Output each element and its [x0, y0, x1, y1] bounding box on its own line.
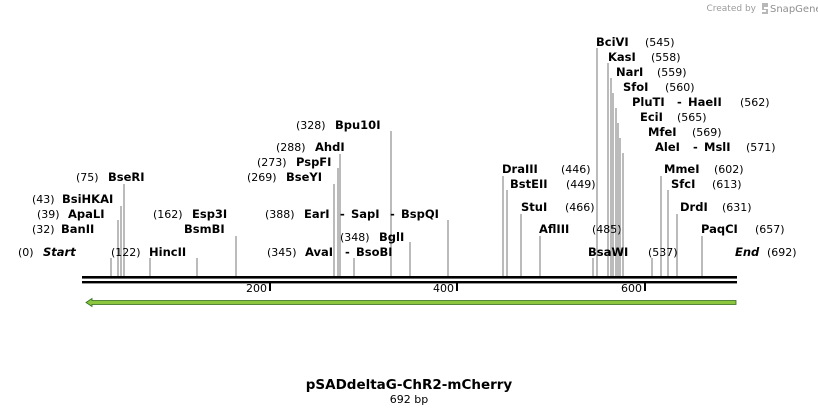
site-label-bsihkai[interactable]: BsiHKAI	[62, 192, 113, 206]
site-label-nari[interactable]: NarI	[616, 65, 643, 79]
site-label-bseri[interactable]: BseRI	[108, 170, 145, 184]
site-label-esp3i[interactable]: Esp3I	[192, 207, 227, 221]
site-label-stui[interactable]: StuI	[521, 200, 547, 214]
snapgene-logo-icon	[762, 3, 768, 14]
site-label-bsobi[interactable]: BsoBI	[356, 245, 393, 259]
site-leaders	[110, 48, 703, 277]
plasmid-length: 692 bp	[390, 393, 428, 406]
site-position: (388)	[265, 208, 295, 221]
site-label-kasi[interactable]: KasI	[608, 50, 636, 64]
feature-arrow[interactable]	[85, 297, 737, 308]
site-position: (562)	[740, 96, 770, 109]
end-position: (692)	[767, 246, 797, 259]
site-label-mfei[interactable]: MfeI	[648, 125, 677, 139]
site-separator: -	[390, 207, 395, 221]
site-label-bsmbi[interactable]: BsmBI	[184, 222, 225, 236]
site-position: (545)	[645, 36, 675, 49]
plasmid-title: pSADdeltaG-ChR2-mCherry	[306, 377, 513, 393]
site-position: (122)	[111, 246, 141, 259]
site-position: (75)	[76, 171, 99, 184]
site-position: (558)	[651, 51, 681, 64]
site-position: (466)	[565, 201, 595, 214]
site-position: (613)	[712, 178, 742, 191]
site-separator: -	[677, 95, 682, 109]
site-label-bseyi[interactable]: BseYI	[286, 170, 322, 184]
site-position: (345)	[267, 246, 297, 259]
site-label-alei[interactable]: AleI	[655, 140, 680, 154]
backbone-strand-bottom	[82, 281, 737, 284]
site-position: (571)	[746, 141, 776, 154]
site-position: (602)	[714, 163, 744, 176]
sequence-backbone: 200 400 600	[82, 276, 737, 295]
snapgene-credit: Created by SnapGene	[706, 3, 818, 15]
tick-label-400: 400	[433, 282, 454, 295]
site-position: (657)	[755, 223, 785, 236]
site-position: (288)	[276, 141, 306, 154]
site-label-banii[interactable]: BanII	[61, 222, 94, 236]
site-label-bspqi[interactable]: BspQI	[401, 207, 439, 221]
site-position: (328)	[296, 119, 326, 132]
site-label-paqci[interactable]: PaqCI	[701, 222, 738, 236]
tick-label-200: 200	[246, 282, 267, 295]
site-label-pluti[interactable]: PluTI	[632, 95, 665, 109]
site-label-sfoi[interactable]: SfoI	[623, 80, 648, 94]
backbone-strand-top	[82, 276, 737, 279]
site-label-ahdi[interactable]: AhdI	[315, 140, 345, 154]
site-label-ecii[interactable]: EciI	[640, 110, 663, 124]
start-label: Start	[43, 245, 76, 259]
site-position: (162)	[153, 208, 183, 221]
site-position: (348)	[340, 231, 370, 244]
site-label-bsteii[interactable]: BstEII	[510, 177, 548, 191]
site-label-mmei[interactable]: MmeI	[664, 162, 700, 176]
site-label-bgli[interactable]: BglI	[379, 230, 404, 244]
site-position: (32)	[32, 223, 55, 236]
site-position: (537)	[648, 246, 678, 259]
site-position: (449)	[566, 178, 596, 191]
site-separator: -	[340, 207, 345, 221]
site-position: (273)	[257, 156, 287, 169]
site-label-sfci[interactable]: SfcI	[671, 177, 695, 191]
credit-brand: SnapGene	[770, 4, 818, 15]
site-label-bcivi[interactable]: BciVI	[596, 35, 629, 49]
site-label-msli[interactable]: MslI	[704, 140, 731, 154]
site-position: (559)	[657, 66, 687, 79]
site-position: (631)	[722, 201, 752, 214]
site-position: (43)	[32, 193, 55, 206]
tick-label-600: 600	[621, 282, 642, 295]
site-label-sapi[interactable]: SapI	[351, 207, 380, 221]
site-label-haeii[interactable]: HaeII	[688, 95, 722, 109]
site-position: (560)	[665, 81, 695, 94]
site-position: (39)	[37, 208, 60, 221]
end-label: End	[735, 245, 760, 259]
site-separator: -	[693, 140, 698, 154]
site-label-draiii[interactable]: DraIII	[502, 162, 538, 176]
credit-prefix: Created by	[706, 4, 756, 14]
site-position: (269)	[247, 171, 277, 184]
site-separator: -	[345, 245, 350, 259]
site-position: (569)	[692, 126, 722, 139]
site-position: (565)	[677, 111, 707, 124]
start-position: (0)	[18, 246, 34, 259]
site-label-pspfi[interactable]: PspFI	[296, 155, 331, 169]
site-label-drdi[interactable]: DrdI	[680, 200, 708, 214]
site-label-apali[interactable]: ApaLI	[68, 207, 105, 221]
site-label-bsawi[interactable]: BsaWI	[588, 245, 628, 259]
site-position: (485)	[592, 223, 622, 236]
site-label-bpu10i[interactable]: Bpu10I	[335, 118, 380, 132]
site-label-afliii[interactable]: AflIII	[539, 222, 569, 236]
site-label-eari[interactable]: EarI	[304, 207, 330, 221]
site-position: (446)	[561, 163, 591, 176]
site-label-avai[interactable]: AvaI	[305, 245, 333, 259]
site-label-hincii[interactable]: HincII	[149, 245, 186, 259]
